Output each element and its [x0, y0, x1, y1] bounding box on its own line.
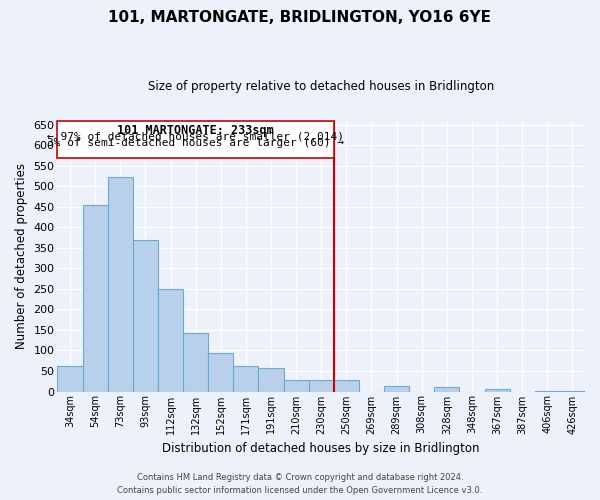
- Bar: [58, 366, 83, 392]
- Bar: [259, 368, 284, 392]
- Bar: [83, 204, 108, 392]
- Text: Contains HM Land Registry data © Crown copyright and database right 2024.
Contai: Contains HM Land Registry data © Crown c…: [118, 474, 482, 495]
- Bar: [334, 380, 359, 392]
- Bar: [58, 120, 334, 158]
- Bar: [133, 240, 158, 392]
- Text: 3% of semi-detached houses are larger (60) →: 3% of semi-detached houses are larger (6…: [47, 138, 344, 148]
- Bar: [434, 388, 460, 392]
- Bar: [384, 386, 409, 392]
- Bar: [208, 354, 233, 392]
- Text: 101 MARTONGATE: 233sqm: 101 MARTONGATE: 233sqm: [117, 124, 274, 138]
- Text: 101, MARTONGATE, BRIDLINGTON, YO16 6YE: 101, MARTONGATE, BRIDLINGTON, YO16 6YE: [109, 10, 491, 25]
- Bar: [233, 366, 259, 392]
- Bar: [535, 390, 560, 392]
- Title: Size of property relative to detached houses in Bridlington: Size of property relative to detached ho…: [148, 80, 494, 93]
- X-axis label: Distribution of detached houses by size in Bridlington: Distribution of detached houses by size …: [163, 442, 480, 455]
- Bar: [308, 380, 334, 392]
- Bar: [284, 380, 308, 392]
- Bar: [158, 289, 183, 392]
- Bar: [108, 177, 133, 392]
- Bar: [485, 390, 509, 392]
- Y-axis label: Number of detached properties: Number of detached properties: [15, 163, 28, 349]
- Text: ← 97% of detached houses are smaller (2,014): ← 97% of detached houses are smaller (2,…: [47, 131, 344, 141]
- Bar: [183, 333, 208, 392]
